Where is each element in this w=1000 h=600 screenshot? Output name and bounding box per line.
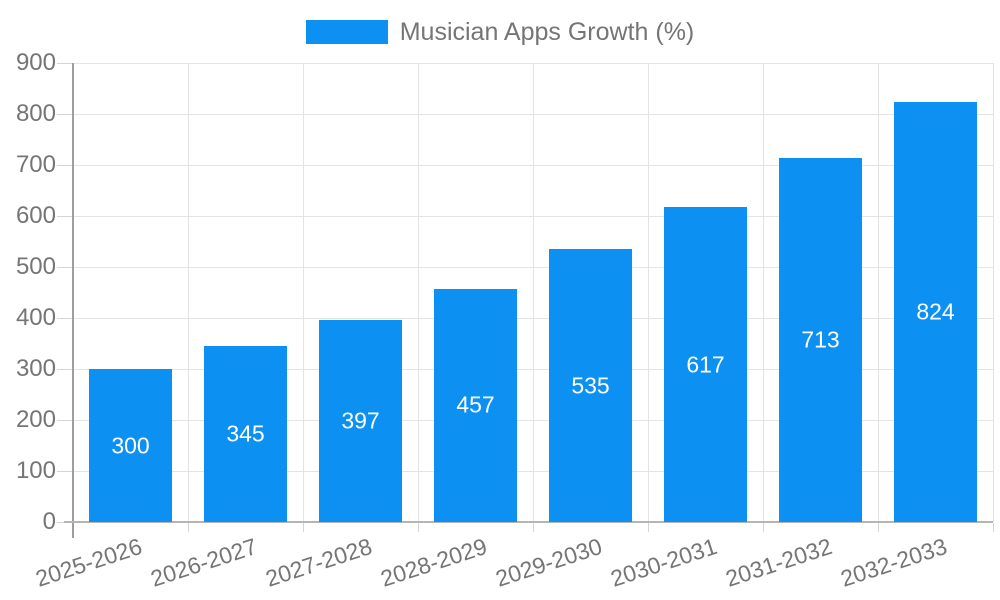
x-gridline — [532, 63, 534, 522]
y-axis-label: 100 — [15, 457, 56, 484]
y-tick — [57, 317, 73, 319]
x-tick — [877, 523, 879, 532]
y-tick — [57, 62, 73, 64]
x-tick — [302, 523, 304, 532]
bar[interactable]: 300 — [89, 369, 172, 522]
y-tick — [57, 266, 73, 268]
bar-value-label: 397 — [341, 407, 380, 434]
x-gridline — [417, 63, 419, 522]
bar-value-label: 300 — [111, 432, 150, 458]
bar-value-label: 713 — [801, 326, 840, 353]
y-tick — [57, 215, 73, 217]
y-tick — [57, 470, 73, 472]
bar[interactable]: 535 — [549, 249, 632, 522]
x-gridline — [762, 63, 764, 522]
y-tick — [57, 368, 73, 370]
y-axis-line — [72, 63, 74, 538]
bar[interactable]: 713 — [779, 158, 862, 522]
bar-value-label: 617 — [686, 351, 725, 378]
y-axis-label: 0 — [42, 508, 56, 535]
x-tick — [762, 523, 764, 532]
legend[interactable]: Musician Apps Growth (%) — [0, 18, 1000, 46]
y-axis-label: 800 — [15, 100, 56, 127]
y-tick — [57, 164, 73, 166]
y-tick — [57, 113, 73, 115]
y-axis-label: 200 — [15, 406, 56, 433]
legend-swatch — [305, 20, 388, 44]
y-axis-label: 400 — [15, 304, 56, 331]
x-gridline — [992, 63, 994, 522]
x-gridline — [877, 63, 879, 522]
x-tick — [992, 523, 994, 532]
legend-label: Musician Apps Growth (%) — [399, 18, 695, 46]
bar-value-label: 457 — [456, 391, 495, 418]
y-axis-label: 300 — [15, 355, 56, 382]
y-tick — [57, 419, 73, 421]
bar-value-label: 345 — [226, 420, 265, 447]
bar[interactable]: 824 — [894, 101, 977, 522]
x-tick — [532, 523, 534, 532]
bar[interactable]: 617 — [664, 207, 747, 522]
bar[interactable]: 457 — [434, 288, 517, 522]
y-axis-label: 500 — [15, 253, 56, 280]
bar-value-label: 824 — [916, 298, 955, 325]
x-tick — [417, 523, 419, 532]
bar[interactable]: 397 — [319, 319, 402, 522]
y-axis-label: 900 — [15, 49, 56, 76]
bar-value-label: 535 — [571, 372, 610, 399]
x-tick — [187, 523, 189, 532]
bar[interactable]: 345 — [204, 346, 287, 522]
x-gridline — [302, 63, 304, 522]
x-gridline — [647, 63, 649, 522]
x-axis-line — [64, 521, 993, 523]
x-tick — [647, 523, 649, 532]
y-axis-label: 600 — [15, 202, 56, 229]
y-axis-label: 700 — [15, 151, 56, 178]
x-gridline — [187, 63, 189, 522]
